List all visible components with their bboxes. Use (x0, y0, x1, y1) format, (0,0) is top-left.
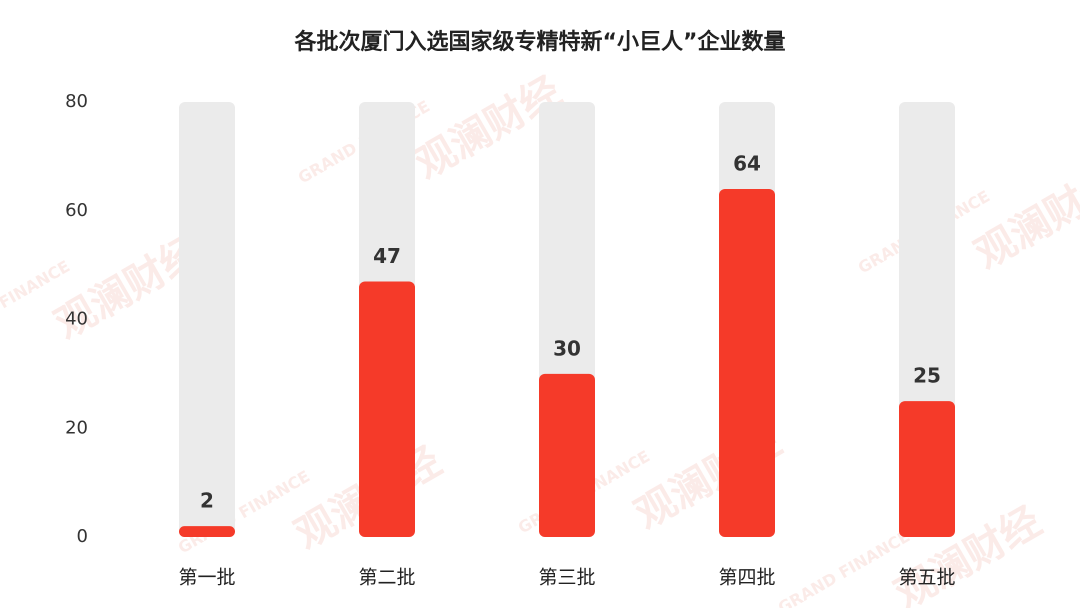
y-tick-label: 40 (65, 309, 88, 330)
x-tick-label: 第二批 (358, 567, 415, 589)
y-tick-label: 60 (65, 200, 88, 221)
value-label: 25 (913, 364, 941, 388)
value-label: 2 (200, 489, 214, 513)
x-tick-label: 第一批 (178, 567, 235, 589)
bar (179, 526, 235, 537)
value-label: 30 (553, 336, 581, 360)
y-tick-label: 80 (65, 91, 88, 112)
bar (539, 373, 595, 537)
bar-track (179, 102, 235, 537)
y-tick-label: 0 (77, 526, 88, 547)
bar (359, 281, 415, 537)
bar (899, 401, 955, 537)
watermark: GRAND FINANCE (775, 527, 913, 608)
bar (719, 189, 775, 537)
x-tick-label: 第四批 (718, 567, 775, 589)
y-tick-label: 20 (65, 417, 88, 438)
x-tick-label: 第五批 (898, 567, 955, 589)
x-tick-label: 第三批 (538, 567, 595, 589)
watermark: 观澜财经 (968, 158, 1080, 278)
chart-title: 各批次厦门入选国家级专精特新“小巨人”企业数量 (294, 29, 786, 55)
value-label: 47 (373, 244, 401, 268)
value-label: 64 (733, 152, 761, 176)
